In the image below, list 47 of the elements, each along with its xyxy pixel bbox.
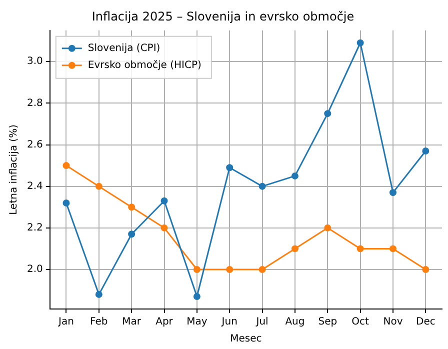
point <box>258 266 266 273</box>
point <box>258 182 266 190</box>
point <box>389 245 396 252</box>
x-tick-label: Mar <box>122 316 142 328</box>
point <box>422 147 430 154</box>
x-tick-label: Dec <box>416 316 436 328</box>
point <box>226 266 234 273</box>
legend-label: Slovenija (CPI) <box>88 42 160 54</box>
point <box>160 224 168 232</box>
y-tick-label: 2.4 <box>26 180 43 192</box>
x-tick-label: Jun <box>220 316 238 328</box>
point <box>193 266 200 273</box>
point <box>160 197 168 204</box>
point <box>193 293 200 300</box>
x-tick-label: Oct <box>352 316 370 328</box>
point <box>291 172 298 180</box>
y-tick-label: 2.2 <box>26 222 43 234</box>
point <box>62 199 70 206</box>
x-tick-label: Jan <box>58 316 74 328</box>
x-tick-label: Sep <box>318 316 338 328</box>
x-axis-title: Mesec <box>230 334 262 345</box>
x-tick-label: Aug <box>285 316 305 328</box>
point <box>95 182 102 190</box>
y-tick-label: 2.8 <box>26 98 43 109</box>
point <box>62 162 70 170</box>
point <box>324 224 332 232</box>
y-tick-label: 3.0 <box>26 56 43 68</box>
point <box>226 164 234 172</box>
legend-label: Evrsko območje (HICP) <box>88 60 202 71</box>
point <box>324 110 332 118</box>
point <box>128 204 136 211</box>
x-tick-label: Jul <box>255 316 268 328</box>
x-tick-label: May <box>186 316 208 328</box>
y-tick-label: 2.6 <box>26 139 43 150</box>
y-axis-title: Letna inflacija (%) <box>8 124 20 215</box>
y-tick-label: 2.0 <box>26 264 43 276</box>
point <box>128 230 136 238</box>
x-tick-label: Feb <box>90 316 108 328</box>
point <box>356 245 364 252</box>
x-tick-label: Nov <box>383 316 403 328</box>
x-tick-label: Apr <box>156 316 174 328</box>
point <box>95 290 102 298</box>
chart-title: Inflacija 2025 – Slovenija in evrsko območje <box>92 9 354 24</box>
point <box>291 245 298 252</box>
point <box>389 189 396 196</box>
point <box>356 39 364 46</box>
point <box>422 266 430 273</box>
